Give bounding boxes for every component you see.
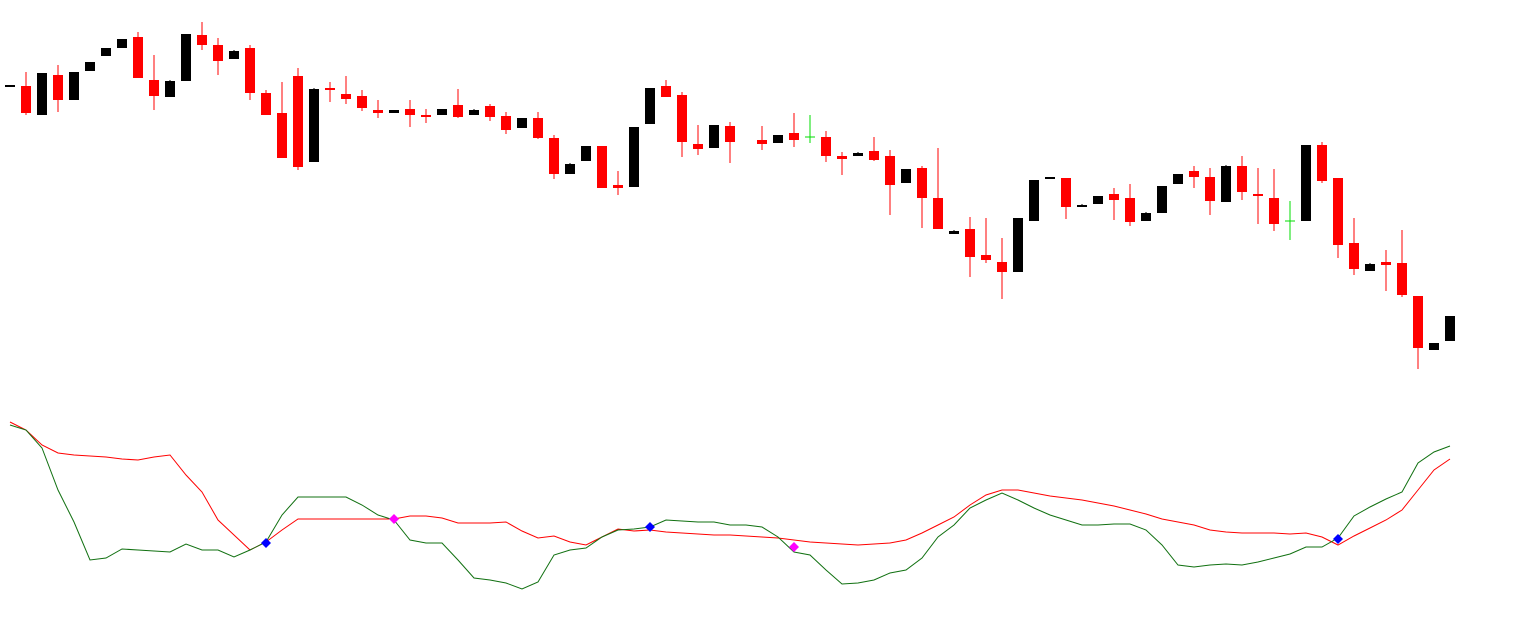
candle-body [69, 72, 79, 100]
candle-body [325, 88, 335, 90]
candle-body [21, 86, 31, 113]
candle-body [501, 116, 511, 130]
candle-body [421, 115, 431, 117]
indicator-line [9, 424, 1451, 590]
candle-body [1093, 196, 1103, 204]
candle-body [1365, 264, 1375, 271]
candle-body [1253, 194, 1263, 196]
candle-body [549, 138, 559, 174]
cross-marker [1333, 534, 1343, 544]
candle-body [341, 94, 351, 99]
candle-body [1397, 263, 1407, 295]
candle-body [37, 73, 47, 115]
candle-body [245, 48, 255, 93]
candle-body [85, 62, 95, 71]
candle-body [1141, 213, 1151, 221]
candle-body [117, 39, 127, 48]
candle-body [709, 125, 719, 148]
candle-body [613, 185, 623, 188]
candle-body [1109, 194, 1119, 200]
candle-body [101, 48, 111, 56]
candle-body [965, 229, 975, 257]
candle-body [1333, 178, 1343, 245]
candle-body [1413, 296, 1423, 348]
candle-body [181, 34, 191, 81]
candle-body [917, 168, 927, 198]
candle-body [981, 255, 991, 260]
candle-body [405, 109, 415, 115]
candle-body [469, 110, 479, 115]
candle-body [821, 137, 831, 156]
cross-marker [261, 538, 271, 548]
candle-body [645, 88, 655, 124]
candle-body [1221, 166, 1231, 202]
candle-body [1013, 218, 1023, 272]
candle-body [869, 151, 879, 160]
cross-marker [789, 542, 799, 552]
candle-body [1077, 205, 1087, 207]
candle-body [853, 153, 863, 156]
indicator-line [9, 421, 1451, 551]
candle-body [789, 133, 799, 140]
candle-body [1205, 177, 1215, 201]
candle-body [1029, 180, 1039, 221]
cross-marker [645, 522, 655, 532]
candle-body [1445, 316, 1455, 341]
candle-body [1317, 145, 1327, 181]
candle-body [1301, 145, 1311, 221]
candle-body [581, 146, 591, 161]
candle-body [373, 110, 383, 113]
candle-body [229, 51, 239, 59]
candle-body [261, 93, 271, 115]
candle-body [389, 110, 399, 113]
candle-body [693, 144, 703, 149]
candle-body [1269, 198, 1279, 224]
candle-body [661, 86, 671, 97]
candle-body [677, 95, 687, 142]
candle-body [5, 85, 15, 87]
candle-body [1349, 243, 1359, 269]
candle-body [901, 169, 911, 183]
candle-body [533, 118, 543, 138]
candle-body [1429, 343, 1439, 350]
candle-body [309, 89, 319, 162]
candle-body [357, 96, 367, 108]
candle-body [517, 118, 527, 128]
candle-body [949, 231, 959, 234]
candle-body [293, 76, 303, 167]
candle-body [1173, 174, 1183, 184]
candle-body [933, 198, 943, 229]
candle-body [485, 106, 495, 117]
candle-body [837, 156, 847, 159]
candle-body [453, 105, 463, 117]
candle-body [757, 140, 767, 144]
candle-body [1237, 166, 1247, 192]
candle-body [885, 156, 895, 185]
candle-body [1189, 171, 1199, 177]
candle-body [629, 127, 639, 187]
candle-body [1157, 186, 1167, 213]
candle-body [149, 80, 159, 96]
candle-body [213, 45, 223, 61]
candle-body [277, 113, 287, 158]
candle-body [773, 135, 783, 143]
candle-body [53, 75, 63, 100]
candle-body [133, 37, 143, 78]
candle-body [1061, 178, 1071, 207]
candle-body [165, 81, 175, 97]
candle-body [437, 109, 447, 115]
candle-body [1125, 198, 1135, 222]
candle-body [565, 164, 575, 174]
candle-body [997, 262, 1007, 272]
candle-body [725, 126, 735, 142]
cross-marker [389, 514, 399, 524]
candle-body [1045, 177, 1055, 179]
candle-body [197, 35, 207, 45]
candle-body [1381, 262, 1391, 265]
candle-body [597, 146, 607, 188]
